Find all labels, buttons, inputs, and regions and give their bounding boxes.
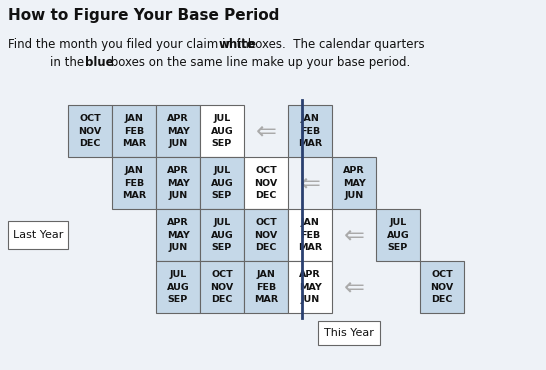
Bar	[244, 261, 288, 313]
Text: APR
MAY
JUN: APR MAY JUN	[299, 270, 322, 304]
Bar	[288, 209, 332, 261]
Bar	[156, 209, 200, 261]
Bar	[200, 209, 244, 261]
Text: OCT
NOV
DEC: OCT NOV DEC	[254, 166, 277, 200]
Bar	[376, 209, 420, 261]
Text: JUL
AUG
SEP: JUL AUG SEP	[387, 218, 410, 252]
Text: white: white	[219, 38, 256, 51]
Text: OCT
NOV
DEC: OCT NOV DEC	[254, 218, 277, 252]
Text: in the: in the	[50, 56, 88, 69]
Text: APR
MAY
JUN: APR MAY JUN	[167, 218, 189, 252]
Bar	[200, 261, 244, 313]
Text: blue: blue	[85, 56, 114, 69]
Text: ⇐: ⇐	[343, 275, 365, 299]
Text: JAN
FEB
MAR: JAN FEB MAR	[254, 270, 278, 304]
Text: Last Year: Last Year	[13, 230, 63, 240]
Bar	[68, 105, 112, 157]
Bar	[200, 105, 244, 157]
Bar	[112, 157, 156, 209]
Text: JUL
AUG
SEP: JUL AUG SEP	[211, 166, 233, 200]
Text: JUL
AUG
SEP: JUL AUG SEP	[211, 218, 233, 252]
Text: JUL
AUG
SEP: JUL AUG SEP	[211, 114, 233, 148]
Text: OCT
NOV
DEC: OCT NOV DEC	[430, 270, 454, 304]
Text: JAN
FEB
MAR: JAN FEB MAR	[122, 114, 146, 148]
Bar	[244, 209, 288, 261]
Text: How to Figure Your Base Period: How to Figure Your Base Period	[8, 8, 280, 23]
Bar	[332, 157, 376, 209]
Text: This Year: This Year	[324, 328, 374, 338]
Text: APR
MAY
JUN: APR MAY JUN	[167, 166, 189, 200]
Text: JAN
FEB
MAR: JAN FEB MAR	[298, 114, 322, 148]
Text: JAN
FEB
MAR: JAN FEB MAR	[122, 166, 146, 200]
Bar	[288, 261, 332, 313]
Text: boxes on the same line make up your base period.: boxes on the same line make up your base…	[107, 56, 410, 69]
Text: JAN
FEB
MAR: JAN FEB MAR	[298, 218, 322, 252]
Text: APR
MAY
JUN: APR MAY JUN	[167, 114, 189, 148]
Bar	[288, 105, 332, 157]
Bar	[156, 157, 200, 209]
Text: ⇐: ⇐	[300, 171, 321, 195]
Text: ⇐: ⇐	[256, 119, 276, 143]
Bar	[244, 157, 288, 209]
Text: APR
MAY
JUN: APR MAY JUN	[343, 166, 365, 200]
Bar	[8, 221, 68, 249]
Bar	[156, 105, 200, 157]
Bar	[200, 157, 244, 209]
Text: OCT
NOV
DEC: OCT NOV DEC	[79, 114, 102, 148]
Bar	[112, 105, 156, 157]
Bar	[420, 261, 464, 313]
Text: Find the month you filed your claim in the: Find the month you filed your claim in t…	[8, 38, 260, 51]
Text: OCT
NOV
DEC: OCT NOV DEC	[210, 270, 234, 304]
Text: JUL
AUG
SEP: JUL AUG SEP	[167, 270, 189, 304]
Text: boxes.  The calendar quarters: boxes. The calendar quarters	[244, 38, 425, 51]
Text: ⇐: ⇐	[343, 223, 365, 247]
Bar	[318, 321, 380, 345]
Bar	[156, 261, 200, 313]
